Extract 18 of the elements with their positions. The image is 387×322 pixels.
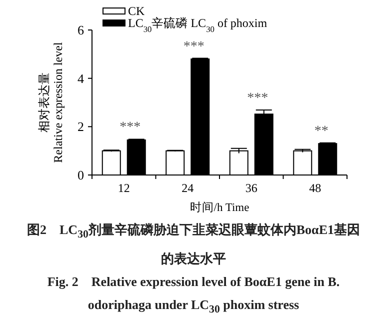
annotation: ***	[120, 120, 141, 136]
x-tick-label: 48	[309, 181, 322, 195]
y-axis-title: 相对表达量 Relative expression level	[37, 42, 65, 163]
y-tick-label: 6	[78, 22, 84, 38]
subtitle: Fig. 2 Relative expression level of BoαE1 gene in B. odoriphaga under LC$_{30}$ phoxim stress	[46, 272, 341, 318]
xlabel: 时间/h Time	[190, 202, 250, 213]
x-tick-label: 24	[182, 181, 194, 195]
x-tick-label: 12	[118, 181, 130, 195]
annotation: ***	[247, 90, 268, 106]
y-tick-label: 2	[78, 119, 84, 134]
y-tick-label: 4	[78, 70, 84, 86]
x-tick-label: 36	[245, 181, 258, 195]
annotation: ***	[183, 39, 204, 54]
title: 图2 LC$_{30}$剂量辛硫磷胁迫下韭菜迟眼蕈蚊体内BoαE1基因的表达水平	[26, 221, 361, 268]
annotation: **	[314, 124, 328, 139]
y-tick-label: 0	[78, 168, 84, 182]
legend-label: CK	[128, 4, 146, 18]
legend-label: LC$_{30}$辛硫磷 LC$_{30}$ of phoxim	[128, 16, 268, 34]
